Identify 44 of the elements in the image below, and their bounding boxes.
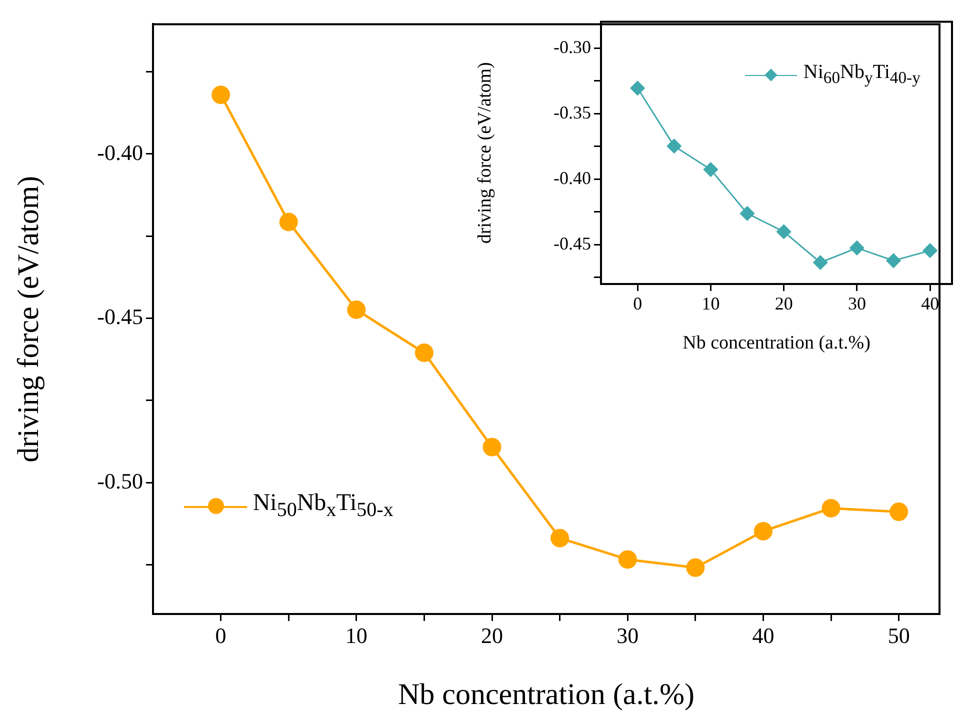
legend-label: Ni$_{50}$Nb$_{x}$Ti$_{50-x}$	[252, 490, 394, 522]
point	[482, 438, 502, 456]
point	[754, 522, 772, 540]
x-axis-title: Nb concentration (a.t.%)	[682, 332, 870, 354]
point	[890, 502, 908, 522]
y-tick-label: -0.45	[554, 233, 591, 254]
y-tick-label: -0.40	[554, 168, 591, 188]
point	[850, 240, 864, 256]
x-tick-label: 20	[774, 294, 793, 314]
point	[740, 206, 754, 221]
x-tick-label: 40	[752, 622, 774, 648]
point	[922, 243, 938, 258]
point	[347, 300, 366, 319]
x-tick-label: 20	[481, 622, 504, 648]
point	[822, 498, 840, 518]
x-tick-label: 0	[215, 622, 226, 648]
point	[630, 80, 645, 96]
point	[550, 528, 570, 548]
y-tick-label: -0.40	[97, 140, 143, 165]
x-tick-label: 10	[702, 294, 720, 314]
point	[618, 550, 637, 569]
x-axis-title: Nb concentration (a.t.%)	[398, 678, 695, 711]
y-tick-label: -0.50	[97, 468, 143, 494]
point	[666, 138, 682, 154]
point	[212, 86, 230, 104]
x-tick-label: 30	[616, 622, 639, 648]
point	[686, 558, 705, 577]
x-tick-label: 0	[633, 294, 642, 314]
point	[703, 162, 718, 177]
y-axis-title: driving force (eV/atom)	[474, 62, 496, 244]
x-tick-label: 40	[921, 294, 940, 314]
y-tick-label: -0.35	[554, 102, 591, 122]
y-tick-label: -0.45	[97, 304, 143, 330]
x-tick-label: 50	[888, 622, 910, 648]
x-tick-label: 30	[848, 294, 866, 314]
point	[813, 255, 828, 270]
point	[776, 224, 792, 239]
point	[414, 344, 434, 362]
x-tick-label: 10	[345, 622, 368, 648]
y-axis-title: driving force (eV/atom)	[12, 176, 45, 462]
point	[886, 253, 901, 268]
point	[279, 212, 298, 232]
legend-label: Ni$_{60}$Nb$_{y}$Ti$_{40-y}$	[803, 61, 920, 88]
y-tick-label: -0.30	[554, 36, 591, 57]
